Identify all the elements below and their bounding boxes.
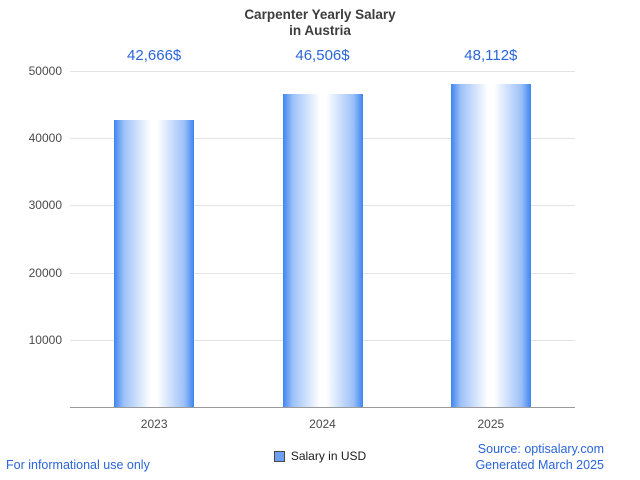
y-axis-tick-label: 20000 bbox=[28, 265, 62, 280]
y-axis-tick-label: 40000 bbox=[28, 131, 62, 146]
bar-value-label-2024: 46,506$ bbox=[295, 47, 350, 64]
salary-bar-2025[interactable] bbox=[450, 84, 531, 407]
legend: Salary in USD bbox=[0, 449, 640, 463]
y-axis-tick-label: 50000 bbox=[28, 64, 62, 78]
x-axis-label-2024: 2024 bbox=[309, 417, 336, 431]
x-axis-label-2023: 2023 bbox=[140, 417, 168, 431]
salary-bar-2024[interactable] bbox=[282, 94, 363, 407]
generated-date: Generated March 2025 bbox=[475, 458, 604, 472]
bar-value-label-2023: 42,666$ bbox=[127, 47, 182, 64]
y-axis-tick-label: 10000 bbox=[28, 332, 62, 347]
salary-bar-2023[interactable] bbox=[114, 120, 195, 407]
y-axis-tick-label: 30000 bbox=[28, 198, 62, 213]
source-link[interactable]: Source: optisalary.com bbox=[477, 442, 604, 456]
legend-label: Salary in USD bbox=[290, 449, 367, 463]
disclaimer-text: For informational use only bbox=[6, 458, 150, 472]
legend-marker-icon bbox=[273, 450, 285, 462]
chart-title: Carpenter Yearly Salary in Austria bbox=[244, 7, 396, 38]
source-info: Source: optisalary.com Generated March 2… bbox=[475, 441, 604, 473]
y-gridline bbox=[70, 71, 575, 72]
x-axis-label-2025: 2025 bbox=[477, 417, 505, 431]
x-axis-line bbox=[70, 407, 575, 408]
bar-value-label-2025: 48,112$ bbox=[464, 47, 518, 64]
